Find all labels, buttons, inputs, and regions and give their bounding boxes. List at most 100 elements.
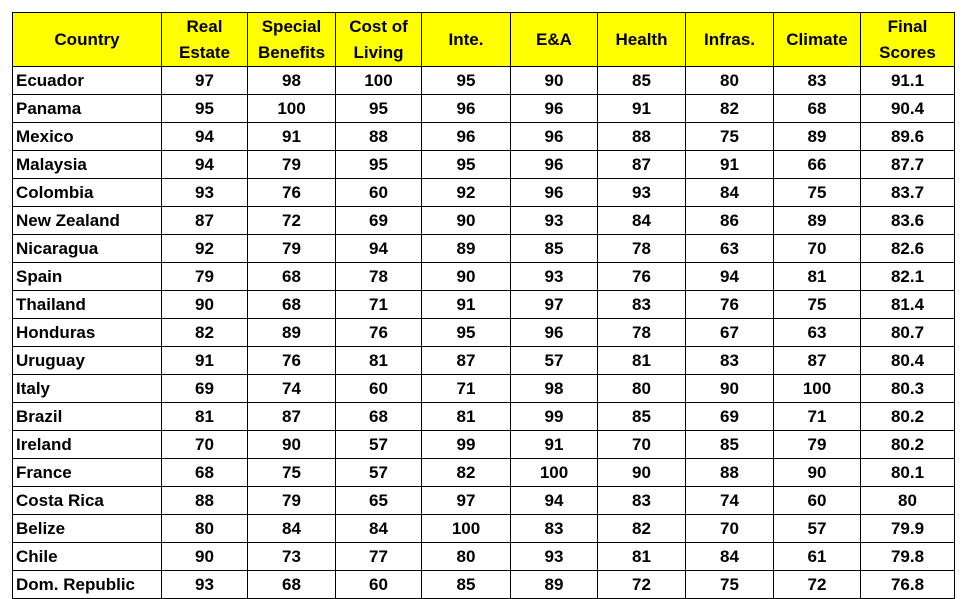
inte-cell: 96 (421, 122, 511, 151)
table-row: New Zealand 87 72 69 90 93 84 86 89 83.6 (12, 206, 955, 235)
infras-cell: 90 (685, 374, 774, 403)
inte-cell: 71 (421, 374, 511, 403)
ea-cell: 91 (510, 430, 598, 459)
ea-cell: 57 (510, 346, 598, 375)
climate-cell: 60 (773, 486, 861, 515)
cost-of-living-cell: 95 (335, 94, 422, 123)
column-header-climate: Climate (773, 12, 861, 67)
country-cell: Honduras (12, 318, 162, 347)
special-benefits-cell: 72 (247, 206, 336, 235)
inte-cell: 92 (421, 178, 511, 207)
column-header-country: Country (12, 12, 162, 67)
health-cell: 81 (597, 542, 686, 571)
health-cell: 78 (597, 234, 686, 263)
column-header-line: Special (261, 16, 322, 36)
climate-cell: 61 (773, 542, 861, 571)
table-header: Country Real Estate Special Benefits Cost of L… (12, 12, 955, 67)
inte-cell: 90 (421, 262, 511, 291)
country-cell: Panama (12, 94, 162, 123)
health-cell: 72 (597, 570, 686, 599)
inte-cell: 95 (421, 66, 511, 95)
infras-cell: 67 (685, 318, 774, 347)
column-header-ea: E&A (510, 12, 598, 67)
inte-cell: 95 (421, 150, 511, 179)
country-cell: Uruguay (12, 346, 162, 375)
country-cell: Brazil (12, 402, 162, 431)
cost-of-living-cell: 88 (335, 122, 422, 151)
country-cell: Spain (12, 262, 162, 291)
table-row: Spain 79 68 78 90 93 76 94 81 82.1 (12, 262, 955, 291)
ea-cell: 96 (510, 178, 598, 207)
infras-cell: 75 (685, 122, 774, 151)
inte-cell: 96 (421, 94, 511, 123)
special-benefits-cell: 89 (247, 318, 336, 347)
final-scores-cell: 89.6 (860, 122, 955, 151)
inte-cell: 89 (421, 234, 511, 263)
infras-cell: 85 (685, 430, 774, 459)
cost-of-living-cell: 94 (335, 234, 422, 263)
inte-cell: 80 (421, 542, 511, 571)
table-row: Malaysia 94 79 95 95 96 87 91 66 87.7 (12, 150, 955, 179)
real-estate-cell: 90 (161, 542, 248, 571)
real-estate-cell: 70 (161, 430, 248, 459)
climate-cell: 100 (773, 374, 861, 403)
special-benefits-cell: 68 (247, 290, 336, 319)
ea-cell: 94 (510, 486, 598, 515)
final-scores-cell: 80.7 (860, 318, 955, 347)
country-cell: Nicaragua (12, 234, 162, 263)
final-scores-cell: 82.6 (860, 234, 955, 263)
column-header-line: Benefits (257, 42, 326, 62)
climate-cell: 63 (773, 318, 861, 347)
special-benefits-cell: 79 (247, 150, 336, 179)
inte-cell: 97 (421, 486, 511, 515)
table-row: Costa Rica 88 79 65 97 94 83 74 60 80 (12, 486, 955, 515)
country-cell: France (12, 458, 162, 487)
health-cell: 83 (597, 290, 686, 319)
cost-of-living-cell: 57 (335, 458, 422, 487)
real-estate-cell: 88 (161, 486, 248, 515)
column-header-health: Health (597, 12, 686, 67)
infras-cell: 94 (685, 262, 774, 291)
final-scores-cell: 80.3 (860, 374, 955, 403)
health-cell: 85 (597, 66, 686, 95)
infras-cell: 75 (685, 570, 774, 599)
country-scores-table: Country Real Estate Special Benefits Cost of L… (12, 12, 955, 599)
real-estate-cell: 87 (161, 206, 248, 235)
infras-cell: 80 (685, 66, 774, 95)
column-header-real-estate: Real Estate (161, 12, 248, 67)
health-cell: 84 (597, 206, 686, 235)
country-cell: Malaysia (12, 150, 162, 179)
ea-cell: 85 (510, 234, 598, 263)
climate-cell: 90 (773, 458, 861, 487)
column-header-line: Health (615, 29, 668, 49)
real-estate-cell: 94 (161, 122, 248, 151)
column-header-line: Real (186, 16, 223, 36)
health-cell: 82 (597, 514, 686, 543)
real-estate-cell: 81 (161, 402, 248, 431)
cost-of-living-cell: 81 (335, 346, 422, 375)
country-cell: Chile (12, 542, 162, 571)
country-cell: Italy (12, 374, 162, 403)
table-row: Thailand 90 68 71 91 97 83 76 75 81.4 (12, 290, 955, 319)
final-scores-cell: 76.8 (860, 570, 955, 599)
infras-cell: 91 (685, 150, 774, 179)
infras-cell: 69 (685, 402, 774, 431)
climate-cell: 75 (773, 178, 861, 207)
ea-cell: 96 (510, 122, 598, 151)
special-benefits-cell: 98 (247, 66, 336, 95)
table-row: Colombia 93 76 60 92 96 93 84 75 83.7 (12, 178, 955, 207)
infras-cell: 84 (685, 542, 774, 571)
column-header-inte: Inte. (421, 12, 511, 67)
column-header-line: E&A (536, 29, 572, 49)
country-cell: Thailand (12, 290, 162, 319)
climate-cell: 89 (773, 122, 861, 151)
special-benefits-cell: 91 (247, 122, 336, 151)
health-cell: 78 (597, 318, 686, 347)
cost-of-living-cell: 60 (335, 374, 422, 403)
cost-of-living-cell: 69 (335, 206, 422, 235)
final-scores-cell: 83.6 (860, 206, 955, 235)
real-estate-cell: 94 (161, 150, 248, 179)
final-scores-cell: 83.7 (860, 178, 955, 207)
country-cell: Ecuador (12, 66, 162, 95)
cost-of-living-cell: 60 (335, 570, 422, 599)
